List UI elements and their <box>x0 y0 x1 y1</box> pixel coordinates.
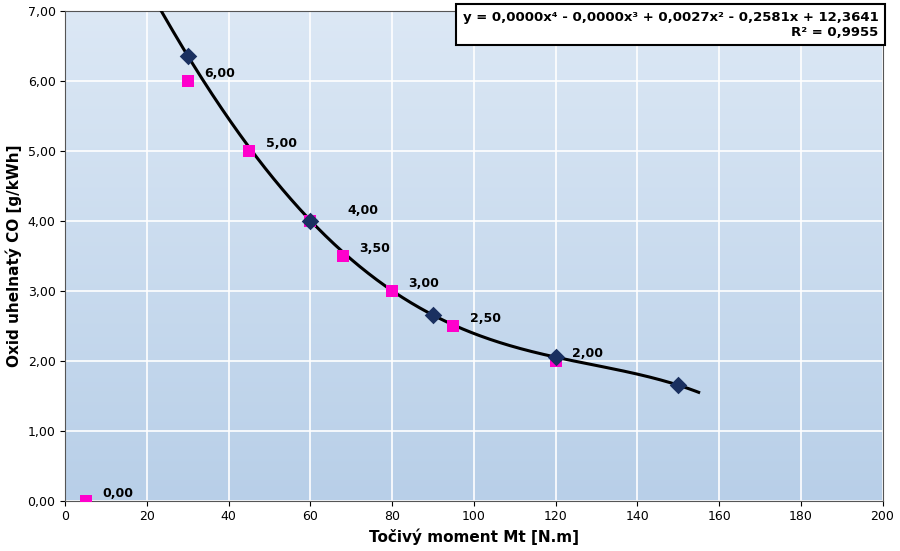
Text: y = 0,0000x⁴ - 0,0000x³ + 0,0027x² - 0,2581x + 12,3641
R² = 0,9955: y = 0,0000x⁴ - 0,0000x³ + 0,0027x² - 0,2… <box>463 10 878 39</box>
Point <box>385 286 400 295</box>
Point <box>181 52 195 61</box>
Text: 2,50: 2,50 <box>470 312 500 325</box>
Text: 3,00: 3,00 <box>409 277 439 290</box>
Point <box>303 216 318 225</box>
Point <box>242 146 256 155</box>
Text: 4,00: 4,00 <box>347 204 378 217</box>
Point <box>671 381 686 390</box>
Text: 6,00: 6,00 <box>204 67 235 80</box>
Point <box>548 353 562 361</box>
Point <box>336 251 350 260</box>
Point <box>303 216 318 225</box>
Text: 3,50: 3,50 <box>359 242 391 255</box>
Y-axis label: Oxid uhelnatý CO [g/kWh]: Oxid uhelnatý CO [g/kWh] <box>5 144 22 367</box>
X-axis label: Točivý moment Mt [N.m]: Točivý moment Mt [N.m] <box>369 529 579 545</box>
Point <box>181 76 195 85</box>
Point <box>426 311 440 320</box>
Point <box>548 356 562 365</box>
Point <box>446 321 461 330</box>
Point <box>78 496 93 505</box>
Text: 5,00: 5,00 <box>266 137 296 150</box>
Text: 2,00: 2,00 <box>572 347 603 360</box>
Text: 0,00: 0,00 <box>102 487 133 500</box>
